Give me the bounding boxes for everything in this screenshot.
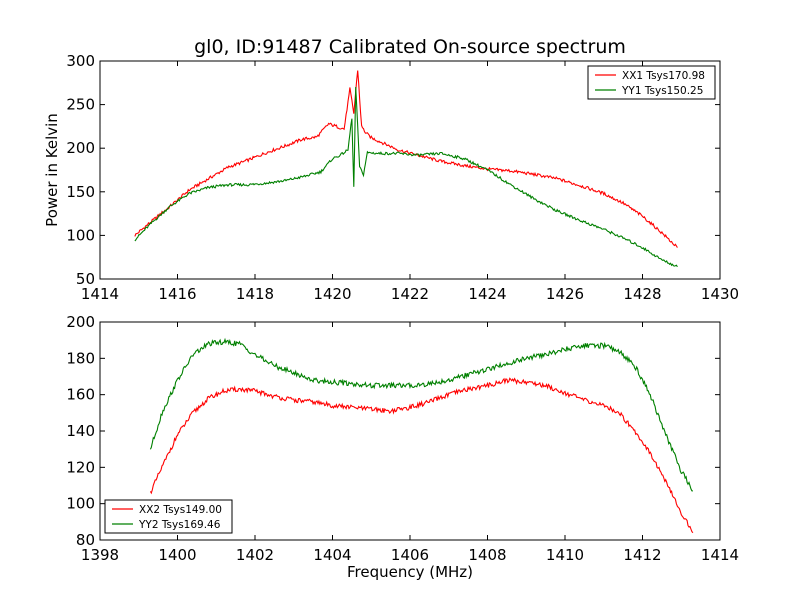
bottom-y-tick-label: 180 [66, 349, 95, 367]
top-series-line-0 [134, 70, 678, 248]
bottom-x-tick-label: 1402 [236, 546, 274, 564]
bottom-x-tick-label: 1410 [546, 546, 584, 564]
top-x-tick-label: 1430 [701, 285, 739, 303]
top-x-tick-label: 1418 [236, 285, 274, 303]
bottom-x-tick-label: 1398 [81, 546, 119, 564]
top-x-tick-label: 1424 [468, 285, 506, 303]
top-x-tick-label: 1420 [313, 285, 351, 303]
top-legend: XX1 Tsys170.98 YY1 Tsys150.25 [587, 65, 716, 100]
top-legend-entry-0: XX1 Tsys170.98 [622, 70, 705, 82]
bottom-y-tick-label: 80 [76, 531, 95, 549]
bottom-legend-entry-1: YY2 Tsys169.46 [138, 519, 221, 531]
top-y-axis-label: Power in Kelvin [43, 113, 61, 227]
top-y-tick-label: 150 [66, 183, 95, 201]
top-chart-title: gl0, ID:91487 Calibrated On-source spect… [194, 36, 626, 58]
top-spectrum-plot: 1414 1416 1418 1420 1422 1424 1426 1428 1430 50 10… [43, 52, 739, 303]
bottom-x-tick-label: 1412 [623, 546, 661, 564]
bottom-spectrum-plot: 1398 1400 1402 1404 1406 1408 1410 1412 1414 80 10… [66, 313, 739, 581]
top-legend-entry-1: YY1 Tsys150.25 [621, 85, 703, 97]
top-legend-box [587, 65, 716, 100]
top-y-tick-label: 250 [66, 96, 95, 114]
top-y-tick-label: 300 [66, 52, 95, 70]
bottom-legend: XX2 Tsys149.00 YY2 Tsys169.46 [104, 499, 233, 534]
top-x-tick-label: 1422 [391, 285, 429, 303]
bottom-x-tick-label: 1406 [391, 546, 429, 564]
top-y-tick-label: 100 [66, 226, 95, 244]
bottom-legend-entry-0: XX2 Tsys149.00 [139, 504, 222, 516]
bottom-x-tick-label: 1408 [468, 546, 506, 564]
bottom-y-tick-label: 140 [66, 422, 95, 440]
bottom-legend-box [104, 499, 233, 534]
top-y-tick-label: 50 [76, 270, 95, 288]
bottom-series-line-1 [149, 337, 693, 492]
top-y-tick-label: 200 [66, 139, 95, 157]
bottom-y-tick-label: 100 [66, 495, 95, 513]
bottom-x-axis-label: Frequency (MHz) [347, 563, 473, 581]
top-x-tick-label: 1416 [158, 285, 196, 303]
top-series-line-1 [134, 86, 678, 268]
top-x-tick-label: 1414 [81, 285, 119, 303]
top-x-tick-label: 1428 [623, 285, 661, 303]
top-x-tick-label: 1426 [546, 285, 584, 303]
bottom-series-line-0 [149, 377, 694, 534]
bottom-y-tick-label: 200 [66, 313, 95, 331]
bottom-x-tick-label: 1400 [158, 546, 196, 564]
bottom-y-tick-label: 120 [66, 458, 95, 476]
bottom-x-tick-label: 1414 [701, 546, 739, 564]
bottom-x-tick-label: 1404 [313, 546, 351, 564]
bottom-y-tick-label: 160 [66, 386, 95, 404]
